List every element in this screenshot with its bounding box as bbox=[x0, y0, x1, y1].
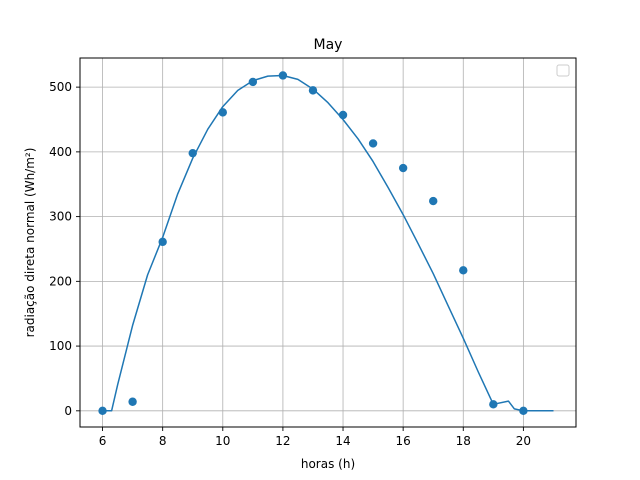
x-tick-label: 12 bbox=[275, 434, 290, 448]
legend bbox=[556, 64, 570, 77]
data-point bbox=[429, 196, 438, 206]
data-point bbox=[459, 266, 468, 275]
data-point bbox=[489, 400, 498, 409]
data-point bbox=[218, 108, 227, 117]
chart-title: May bbox=[314, 37, 343, 53]
y-tick-label: 500 bbox=[49, 80, 72, 94]
scatter-points bbox=[98, 71, 528, 416]
data-point bbox=[98, 406, 107, 416]
x-tick-label: 16 bbox=[396, 434, 411, 448]
data-point bbox=[158, 237, 167, 247]
y-axis-label: radiação direta normal (Wh/m²) bbox=[23, 148, 37, 338]
data-point bbox=[368, 139, 378, 148]
axes-frame bbox=[79, 57, 577, 428]
y-tick-label: 0 bbox=[64, 404, 72, 418]
x-tick-label: 8 bbox=[159, 434, 167, 448]
x-tick-label: 20 bbox=[516, 434, 531, 448]
x-tick-label: 18 bbox=[456, 434, 471, 448]
x-tick-label: 10 bbox=[215, 434, 230, 448]
axes bbox=[79, 57, 577, 428]
y-tick-label: 300 bbox=[49, 210, 72, 224]
data-point bbox=[188, 148, 197, 158]
grid bbox=[80, 58, 576, 427]
data-point bbox=[278, 71, 288, 80]
plot-area bbox=[80, 58, 576, 427]
data-point bbox=[248, 77, 258, 87]
y-tick-label: 200 bbox=[49, 274, 72, 288]
x-axis-label: horas (h) bbox=[301, 457, 355, 471]
y-tick-label: 400 bbox=[49, 145, 72, 159]
data-point bbox=[338, 110, 348, 120]
data-point bbox=[308, 86, 318, 95]
data-point bbox=[519, 406, 528, 416]
fit-line-layer bbox=[102, 74, 554, 412]
data-point bbox=[398, 163, 408, 173]
x-tick-label: 6 bbox=[99, 434, 107, 448]
data-point bbox=[128, 397, 137, 406]
fit-line bbox=[102, 74, 554, 412]
x-tick-label: 14 bbox=[335, 434, 350, 448]
y-tick-label: 100 bbox=[49, 339, 72, 353]
